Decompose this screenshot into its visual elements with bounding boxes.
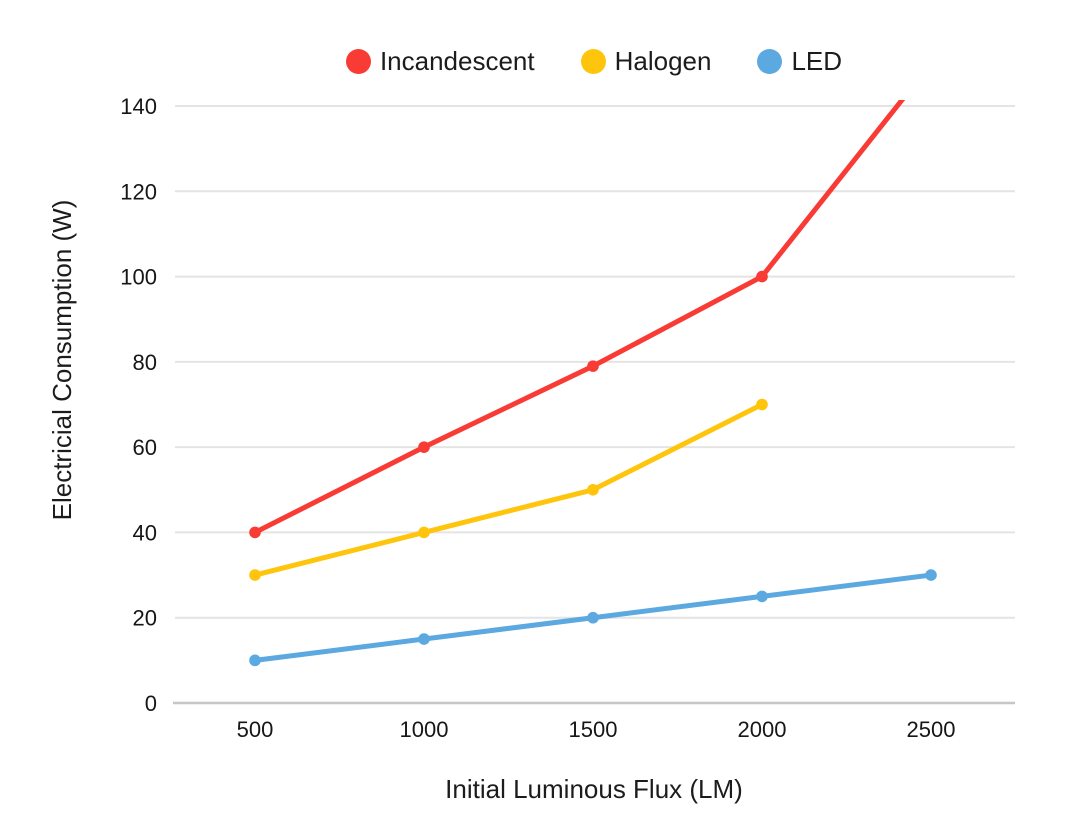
data-point-incandescent-2500 — [925, 58, 937, 70]
x-tick-label: 1000 — [400, 717, 449, 742]
data-point-led-1500 — [587, 611, 599, 624]
data-point-halogen-500 — [249, 569, 261, 581]
series-led — [249, 569, 937, 667]
data-point-led-1000 — [418, 633, 430, 645]
x-tick-label: 1500 — [569, 717, 618, 742]
data-point-halogen-1000 — [418, 526, 430, 539]
data-point-halogen-1500 — [587, 483, 599, 496]
series-line-incandescent — [252, 100, 906, 535]
data-point-incandescent-1000 — [418, 441, 430, 453]
x-tick-label: 2000 — [738, 717, 787, 742]
y-tick-label: 80 — [133, 350, 157, 375]
x-axis-title: Initial Luminous Flux (LM) — [445, 774, 743, 804]
series-line-halogen — [252, 402, 765, 578]
data-point-incandescent-1500 — [587, 360, 599, 372]
y-tick-label: 40 — [133, 520, 157, 545]
y-tick-label: 140 — [120, 94, 157, 119]
y-axis-title: Electricial Consumption (W) — [47, 199, 77, 521]
data-point-halogen-2000 — [756, 398, 768, 411]
data-point-incandescent-500 — [249, 526, 261, 539]
x-tick-label: 500 — [237, 717, 274, 742]
data-point-led-2500 — [925, 569, 937, 581]
data-point-incandescent-2000 — [756, 270, 768, 283]
y-tick-label: 100 — [120, 265, 157, 290]
data-point-led-500 — [249, 654, 261, 667]
y-tick-label: 20 — [133, 606, 157, 631]
series-incandescent — [249, 58, 937, 539]
series-halogen — [249, 398, 768, 581]
y-tick-label: 60 — [133, 435, 157, 460]
y-tick-label: 0 — [145, 691, 157, 716]
data-point-led-2000 — [756, 590, 768, 603]
y-tick-label: 120 — [120, 179, 157, 204]
x-tick-label: 2500 — [907, 717, 956, 742]
